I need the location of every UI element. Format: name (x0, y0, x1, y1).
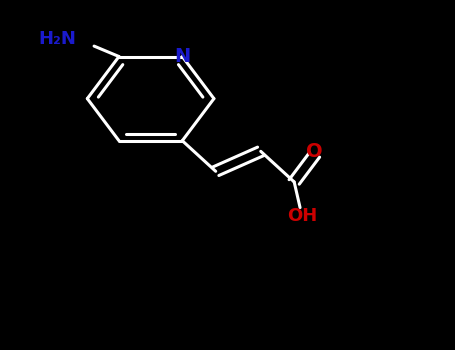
Text: O: O (306, 142, 323, 161)
Text: H₂N: H₂N (38, 30, 76, 48)
Text: OH: OH (287, 207, 318, 225)
Text: N: N (174, 47, 190, 66)
